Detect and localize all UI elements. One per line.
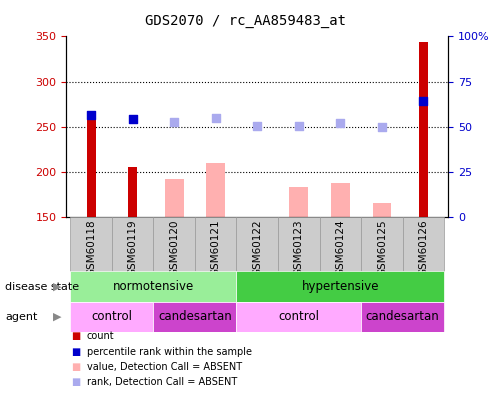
Bar: [237, 302, 361, 332]
Text: value, Detection Call = ABSENT: value, Detection Call = ABSENT: [87, 362, 242, 372]
Point: [212, 114, 220, 121]
Text: ■: ■: [71, 347, 80, 356]
Point: [253, 122, 261, 129]
Point: [419, 98, 427, 104]
Text: candesartan: candesartan: [158, 310, 232, 324]
Text: count: count: [87, 331, 114, 341]
Bar: [319, 217, 361, 271]
Bar: [419, 42, 428, 217]
Bar: [237, 271, 444, 302]
Text: normotensive: normotensive: [113, 280, 194, 293]
Point: [87, 112, 95, 118]
Bar: [165, 179, 184, 217]
Bar: [112, 217, 153, 271]
Bar: [206, 163, 225, 217]
Bar: [331, 183, 350, 217]
Point: [337, 120, 344, 126]
Text: GSM60118: GSM60118: [86, 220, 96, 276]
Bar: [153, 302, 237, 332]
Text: ▶: ▶: [53, 312, 61, 322]
Bar: [278, 217, 319, 271]
Bar: [70, 302, 153, 332]
Bar: [70, 217, 112, 271]
Text: control: control: [91, 310, 132, 324]
Bar: [237, 217, 278, 271]
Text: GSM60122: GSM60122: [252, 220, 262, 276]
Bar: [361, 217, 403, 271]
Bar: [153, 217, 195, 271]
Text: rank, Detection Call = ABSENT: rank, Detection Call = ABSENT: [87, 377, 237, 387]
Text: ■: ■: [71, 377, 80, 387]
Text: ■: ■: [71, 331, 80, 341]
Text: disease state: disease state: [5, 281, 79, 292]
Point: [129, 116, 137, 123]
Text: GSM60120: GSM60120: [169, 220, 179, 276]
Bar: [87, 113, 96, 217]
Text: control: control: [278, 310, 319, 324]
Point: [378, 124, 386, 131]
Bar: [128, 167, 137, 217]
Text: ▶: ▶: [53, 281, 61, 292]
Text: agent: agent: [5, 312, 37, 322]
Text: GSM60121: GSM60121: [211, 220, 220, 276]
Bar: [403, 217, 444, 271]
Bar: [195, 217, 237, 271]
Bar: [70, 271, 237, 302]
Text: candesartan: candesartan: [366, 310, 440, 324]
Bar: [361, 302, 444, 332]
Text: GSM60123: GSM60123: [294, 220, 304, 276]
Point: [170, 119, 178, 125]
Point: [295, 122, 303, 129]
Bar: [290, 187, 308, 217]
Text: percentile rank within the sample: percentile rank within the sample: [87, 347, 252, 356]
Text: hypertensive: hypertensive: [301, 280, 379, 293]
Text: GSM60124: GSM60124: [335, 220, 345, 276]
Text: GSM60119: GSM60119: [127, 220, 138, 276]
Bar: [372, 203, 391, 217]
Text: GDS2070 / rc_AA859483_at: GDS2070 / rc_AA859483_at: [145, 14, 345, 28]
Text: ■: ■: [71, 362, 80, 372]
Text: GSM60126: GSM60126: [418, 220, 428, 276]
Text: GSM60125: GSM60125: [377, 220, 387, 276]
